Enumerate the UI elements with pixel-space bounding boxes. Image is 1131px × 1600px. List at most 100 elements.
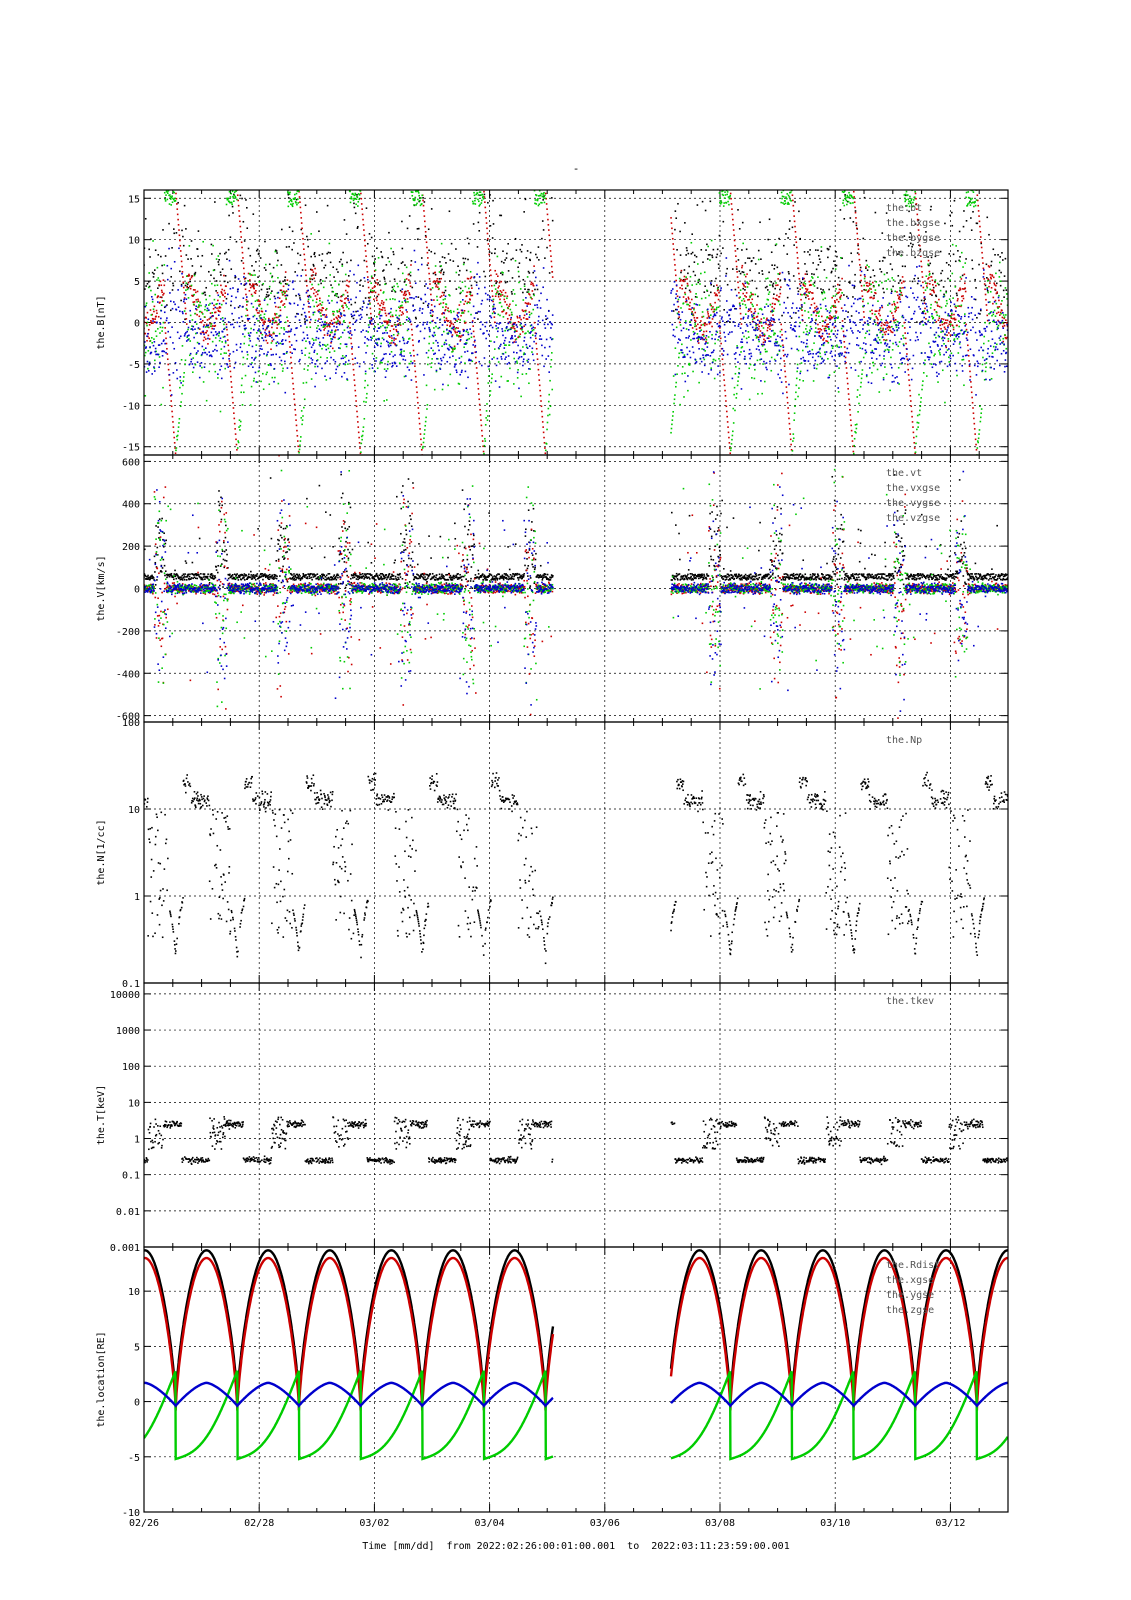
data-point — [681, 284, 683, 287]
data-point — [542, 199, 544, 201]
data-point — [828, 288, 830, 291]
data-point — [500, 272, 502, 274]
data-point — [354, 301, 357, 304]
data-point — [213, 363, 215, 366]
data-point — [817, 249, 819, 252]
data-point — [901, 316, 903, 318]
data-point — [963, 273, 966, 276]
data-point — [753, 317, 756, 320]
data-point — [191, 294, 193, 297]
data-point — [453, 348, 456, 350]
data-point — [979, 416, 982, 419]
data-point — [910, 410, 913, 413]
data-point — [330, 340, 333, 343]
data-point — [822, 339, 824, 341]
data-point — [704, 285, 706, 287]
data-point — [371, 364, 373, 366]
data-point — [789, 199, 792, 201]
data-point — [164, 305, 167, 308]
data-point — [948, 332, 950, 334]
data-point — [320, 282, 322, 285]
data-point — [980, 241, 983, 244]
data-point — [204, 308, 206, 311]
data-point — [298, 294, 301, 297]
data-point — [154, 370, 156, 372]
data-point — [376, 299, 378, 302]
data-point — [472, 202, 475, 205]
data-point — [151, 271, 154, 274]
data-point — [272, 332, 274, 335]
data-point — [297, 202, 300, 204]
data-point — [206, 330, 208, 332]
data-point — [922, 372, 925, 374]
data-point — [886, 327, 889, 329]
data-point — [380, 251, 382, 253]
data-point — [309, 318, 312, 321]
data-point — [264, 336, 267, 338]
data-point — [540, 405, 543, 408]
data-point — [950, 317, 953, 320]
data-point — [296, 274, 299, 277]
data-point — [233, 326, 235, 329]
data-point — [499, 298, 501, 301]
data-point — [483, 270, 485, 273]
data-point — [326, 357, 328, 359]
data-point — [200, 265, 202, 268]
data-point — [716, 306, 718, 309]
data-point — [883, 358, 885, 360]
data-point — [854, 424, 857, 426]
data-point — [243, 324, 246, 327]
data-point — [955, 292, 958, 295]
data-point — [359, 307, 362, 310]
data-point — [158, 366, 160, 369]
data-point — [717, 298, 720, 301]
data-point — [193, 293, 195, 296]
data-point — [476, 372, 478, 374]
data-point — [205, 286, 208, 289]
data-point — [196, 313, 198, 316]
data-point — [854, 273, 856, 276]
data-point — [544, 194, 546, 197]
data-point — [880, 341, 882, 344]
data-point — [925, 275, 928, 278]
data-point — [754, 293, 757, 296]
data-point — [450, 327, 453, 330]
data-point — [240, 391, 242, 394]
data-point — [389, 344, 392, 347]
data-point — [775, 298, 778, 300]
data-point — [224, 275, 227, 277]
data-point — [934, 301, 937, 303]
data-point — [487, 243, 490, 245]
data-point — [461, 312, 463, 314]
data-point — [543, 436, 545, 439]
data-point — [379, 314, 382, 317]
data-point — [680, 351, 683, 354]
data-point — [948, 263, 950, 266]
data-point — [150, 289, 152, 292]
data-point — [347, 285, 349, 287]
data-point — [938, 298, 940, 301]
data-point — [146, 339, 148, 342]
data-point — [951, 243, 954, 246]
data-point — [728, 447, 731, 449]
data-point — [827, 341, 830, 344]
data-point — [304, 354, 306, 356]
data-point — [428, 272, 430, 275]
data-point — [687, 303, 690, 306]
data-point — [700, 297, 703, 300]
data-point — [390, 325, 393, 327]
data-point — [341, 331, 344, 334]
data-point — [873, 294, 875, 297]
data-point — [884, 322, 887, 324]
data-point — [715, 256, 718, 259]
data-point — [539, 389, 541, 392]
data-point — [391, 286, 394, 289]
data-point — [850, 252, 852, 255]
data-point — [306, 326, 308, 329]
data-point — [468, 302, 471, 304]
data-point — [234, 433, 237, 435]
data-point — [536, 199, 539, 202]
data-point — [166, 192, 169, 194]
data-point — [401, 261, 404, 263]
data-point — [398, 323, 400, 325]
